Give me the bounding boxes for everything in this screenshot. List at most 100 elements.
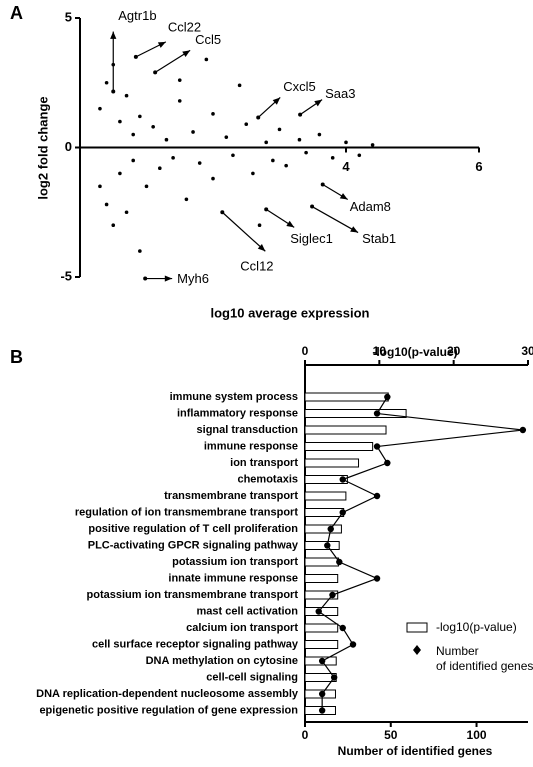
y-tick-label: 5 bbox=[65, 9, 72, 24]
arrow-head bbox=[314, 99, 323, 107]
x2-tick-label: 20 bbox=[447, 344, 461, 358]
line bbox=[317, 396, 523, 711]
line-marker bbox=[373, 575, 381, 582]
x-axis-label: log10 average expression bbox=[211, 305, 370, 320]
arrow-head bbox=[164, 275, 173, 282]
point bbox=[118, 119, 122, 124]
line-marker bbox=[318, 690, 326, 698]
category-label: regulation of ion transmembrane transpor… bbox=[75, 506, 298, 518]
line-marker bbox=[336, 558, 343, 566]
bar bbox=[304, 508, 345, 517]
x-tick-label: 50 bbox=[384, 728, 398, 742]
point bbox=[284, 163, 288, 168]
gene-label: Myh6 bbox=[177, 271, 209, 286]
point bbox=[144, 184, 149, 189]
category-label: mast cell activation bbox=[197, 605, 299, 617]
line-marker bbox=[318, 657, 326, 665]
point bbox=[124, 210, 129, 215]
arrow-head bbox=[272, 97, 281, 105]
category-label: DNA replication-dependent nucleosome ass… bbox=[36, 688, 299, 700]
point bbox=[131, 132, 135, 137]
category-label: immune system process bbox=[170, 391, 298, 403]
annotation-arrow bbox=[311, 206, 359, 234]
point bbox=[264, 140, 269, 145]
arrow-head bbox=[286, 220, 295, 228]
point bbox=[257, 223, 262, 227]
y-tick-label: -5 bbox=[60, 268, 72, 283]
point bbox=[244, 122, 249, 126]
category-label: DNA methylation on cytosine bbox=[146, 655, 298, 667]
line-marker bbox=[373, 443, 381, 450]
line-marker bbox=[318, 707, 326, 714]
gene-label: Adam8 bbox=[350, 199, 391, 214]
line-marker bbox=[339, 509, 346, 516]
x-tick-label: 4 bbox=[342, 159, 350, 174]
y-tick-label: 0 bbox=[65, 139, 72, 154]
point bbox=[124, 93, 129, 98]
point bbox=[231, 153, 235, 158]
arrow-head bbox=[339, 193, 348, 200]
x2-tick-label: 10 bbox=[373, 344, 387, 358]
bar bbox=[304, 574, 339, 583]
point bbox=[271, 158, 275, 163]
gene-label: Ccl22 bbox=[168, 19, 201, 34]
point bbox=[251, 171, 255, 176]
gene-label: Cxcl5 bbox=[283, 79, 316, 94]
category-label: calcium ion transport bbox=[186, 622, 298, 634]
x-tick-label: 6 bbox=[475, 159, 482, 174]
point bbox=[158, 166, 162, 171]
point bbox=[177, 99, 182, 103]
line-marker bbox=[384, 393, 391, 401]
x-tick-label: 100 bbox=[467, 728, 487, 742]
arrow-head bbox=[157, 41, 166, 48]
point bbox=[304, 150, 308, 155]
point bbox=[330, 156, 335, 160]
arrow-head bbox=[182, 50, 191, 57]
category-label: epigenetic positive regulation of gene e… bbox=[39, 704, 298, 716]
x2-axis-label: -log10(p-value) bbox=[372, 345, 457, 359]
point bbox=[111, 223, 116, 227]
point bbox=[131, 158, 135, 163]
point bbox=[151, 124, 155, 129]
legend-swatch bbox=[413, 645, 421, 655]
category-label: inflammatory response bbox=[177, 407, 298, 419]
point bbox=[277, 127, 282, 132]
line-marker bbox=[315, 608, 322, 615]
gene-label: Stab1 bbox=[362, 231, 396, 246]
line-marker bbox=[327, 525, 334, 533]
category-label: cell-cell signaling bbox=[206, 671, 298, 683]
gene-label: Ccl12 bbox=[240, 259, 273, 274]
point bbox=[237, 83, 242, 88]
arrow-head bbox=[257, 243, 266, 252]
point bbox=[297, 137, 302, 142]
bar bbox=[304, 623, 339, 633]
line-marker bbox=[373, 410, 381, 417]
legend-label: Number of identified genes bbox=[436, 644, 533, 673]
category-label: innate immune response bbox=[168, 572, 298, 584]
point bbox=[98, 184, 102, 189]
bar bbox=[304, 640, 339, 649]
bar bbox=[304, 458, 360, 468]
line-marker bbox=[330, 674, 338, 681]
gene-label: Agtr1b bbox=[118, 8, 156, 23]
point bbox=[370, 143, 375, 147]
bar bbox=[304, 409, 407, 418]
category-label: signal transduction bbox=[197, 424, 299, 436]
legend-label: -log10(p-value) bbox=[436, 620, 517, 634]
category-label: transmembrane transport bbox=[164, 490, 298, 502]
x2-tick-label: 0 bbox=[302, 344, 309, 358]
category-label: potassium ion transmembrane transport bbox=[87, 589, 299, 601]
arrow-head bbox=[350, 226, 359, 233]
category-label: PLC-activating GPCR signaling pathway bbox=[88, 539, 299, 551]
line-marker bbox=[519, 426, 527, 434]
x2-tick-label: 30 bbox=[521, 344, 533, 358]
bar bbox=[304, 524, 342, 534]
point bbox=[138, 114, 142, 119]
gene-label: Ccl5 bbox=[195, 32, 221, 47]
line-marker bbox=[373, 492, 381, 500]
panel-label: A bbox=[10, 3, 23, 23]
annotation-arrow bbox=[221, 211, 266, 252]
line-marker bbox=[384, 459, 391, 467]
bar bbox=[304, 541, 340, 550]
